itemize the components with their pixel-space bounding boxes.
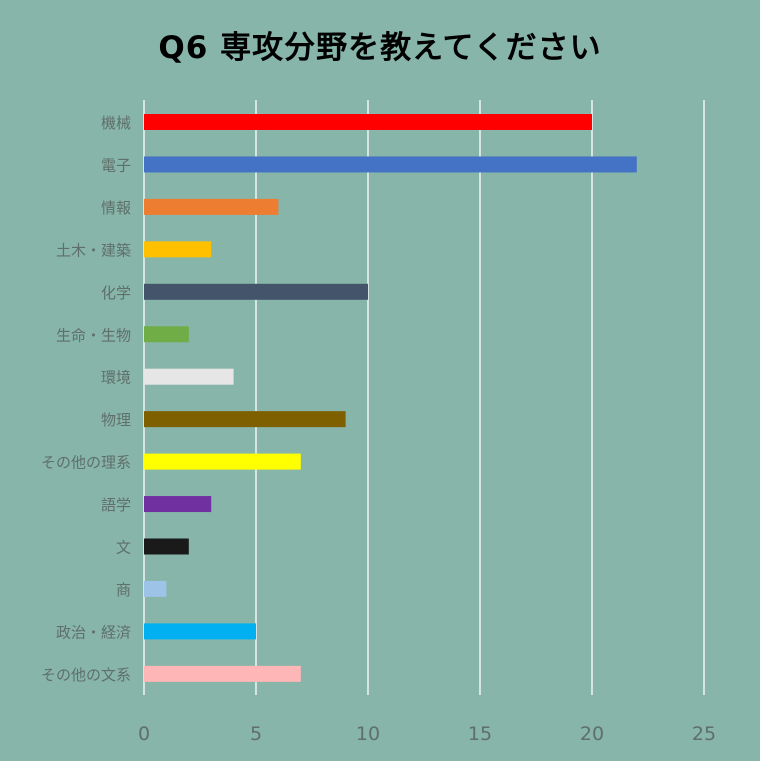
- bar: [144, 156, 637, 173]
- category-label: 情報: [101, 199, 131, 217]
- category-label: 物理: [101, 411, 131, 429]
- bar: [144, 453, 301, 470]
- category-label: 化学: [101, 284, 131, 302]
- category-label: 生命・生物: [56, 326, 131, 344]
- category-label: 政治・経済: [56, 623, 131, 641]
- category-label: 機械: [101, 114, 131, 132]
- bar: [144, 538, 189, 555]
- bar: [144, 241, 212, 258]
- category-label: その他の文系: [41, 666, 131, 684]
- bar: [144, 368, 234, 385]
- x-tick-label: 15: [468, 723, 492, 745]
- x-tick-label: 25: [692, 723, 716, 745]
- category-label: 語学: [101, 496, 131, 514]
- x-tick-label: 10: [356, 723, 380, 745]
- bar: [144, 496, 212, 513]
- bar: [144, 114, 592, 130]
- bar: [144, 283, 368, 300]
- category-label: 環境: [101, 369, 131, 387]
- bar: [144, 198, 279, 215]
- category-label: 文: [116, 539, 131, 557]
- category-label: 電子: [101, 156, 131, 174]
- bar: [144, 326, 189, 343]
- bar: [144, 623, 256, 640]
- chart-title: Q6 専攻分野を教えてください: [158, 30, 602, 66]
- x-tick-label: 5: [250, 723, 262, 745]
- bar: [144, 580, 167, 597]
- x-tick-label: 0: [138, 723, 150, 745]
- x-tick-label: 20: [580, 723, 604, 745]
- category-label: 商: [116, 581, 131, 599]
- category-label: その他の理系: [41, 454, 131, 472]
- category-label: 土木・建築: [56, 241, 131, 259]
- bar: [144, 665, 301, 682]
- bar: [144, 411, 346, 428]
